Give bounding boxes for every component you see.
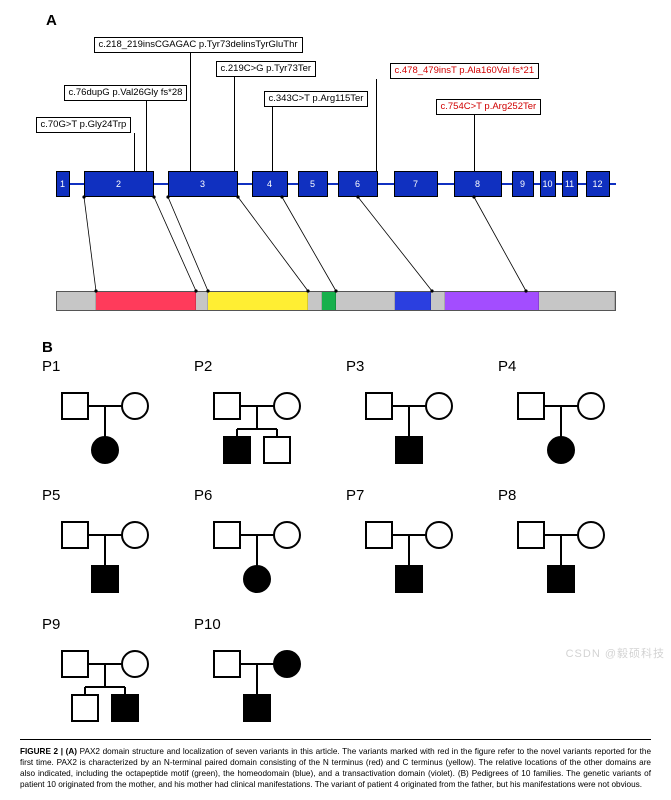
pedigree-label: P5 [42,487,170,504]
pedigree-svg [498,506,626,596]
exon: 4 [252,171,288,197]
exon: 3 [168,171,238,197]
domain-paired-c [208,292,308,310]
pedigree-svg [194,377,322,467]
pedigree: P10 [194,616,322,725]
exon: 7 [394,171,438,197]
figure-caption: FIGURE 2 | (A) PAX2 domain structure and… [20,739,651,790]
domain-c-flank [539,292,615,310]
domain-gap2 [308,292,322,310]
pedigree-label: P9 [42,616,170,633]
panel-b-label: B [42,339,651,356]
exon: 1 [56,171,70,197]
pedigree-svg [42,635,170,725]
variant-box: c.70G>T p.Gly24Trp [36,117,132,133]
pedigree: P9 [42,616,170,725]
caption-lead: FIGURE 2 | (A) [20,747,77,756]
pedigree: P2 [194,358,322,467]
variant-box: c.219C>G p.Tyr73Ter [216,61,317,77]
exon-track: 123456789101112 [56,171,616,197]
pedigree-svg [42,377,170,467]
caption-body: PAX2 domain structure and localization o… [20,747,651,789]
pedigree: P8 [498,487,626,596]
pedigree-grid: P1 P2 P3 P4 P5 P6 P7 P8 P9 P10 [42,358,629,725]
variant-box: c.754C>T p.Arg252Ter [436,99,542,115]
pedigree: P6 [194,487,322,596]
pedigree-svg [498,377,626,467]
exon: 9 [512,171,534,197]
pedigree: P1 [42,358,170,467]
exon: 11 [562,171,578,197]
domain-octapeptide [322,292,336,310]
variant-box: c.76dupG p.Val26Gly fs*28 [64,85,188,101]
pedigree-label: P7 [346,487,474,504]
pedigree-svg [346,377,474,467]
domain-paired-n [96,292,196,310]
exon: 8 [454,171,502,197]
pedigree-label: P1 [42,358,170,375]
pedigree-label: P6 [194,487,322,504]
variant-connector [146,101,147,171]
panel-b: P1 P2 P3 P4 P5 P6 P7 P8 P9 P10 [42,358,629,725]
domain-transactivation [445,292,539,310]
panel-a: 123456789101112c.70G>T p.Gly24Trpc.76dup… [26,31,646,331]
domain-track [56,291,616,311]
variant-connector [474,115,475,171]
pedigree-svg [346,506,474,596]
domain-gap1 [196,292,208,310]
variant-connector [272,107,273,171]
pedigree-label: P8 [498,487,626,504]
variant-connector [234,77,235,171]
domain-gap4 [431,292,445,310]
pedigree: P4 [498,358,626,467]
pedigree-svg [194,506,322,596]
exon: 10 [540,171,556,197]
variant-box: c.343C>T p.Arg115Ter [264,91,369,107]
pedigree-svg [42,506,170,596]
pedigree-label: P10 [194,616,322,633]
pedigree: P7 [346,487,474,596]
pedigree-label: P4 [498,358,626,375]
variant-box: c.218_219insCGAGAC p.Tyr73delinsTyrGluTh… [94,37,303,53]
panel-a-label: A [46,12,651,29]
domain-n-flank [57,292,97,310]
pedigree-svg [194,635,322,725]
pedigree: P5 [42,487,170,596]
exon: 5 [298,171,328,197]
pedigree-label: P2 [194,358,322,375]
exon: 6 [338,171,378,197]
exon: 12 [586,171,610,197]
watermark: CSDN @毅硕科技 [566,645,665,661]
domain-gap3 [336,292,396,310]
pedigree: P3 [346,358,474,467]
variant-connector [134,133,135,171]
variant-connector [376,79,377,171]
variant-connector [190,53,191,171]
pedigree-label: P3 [346,358,474,375]
domain-homeodomain [395,292,431,310]
exon: 2 [84,171,154,197]
variant-box: c.478_479insT p.Ala160Val fs*21 [390,63,540,79]
